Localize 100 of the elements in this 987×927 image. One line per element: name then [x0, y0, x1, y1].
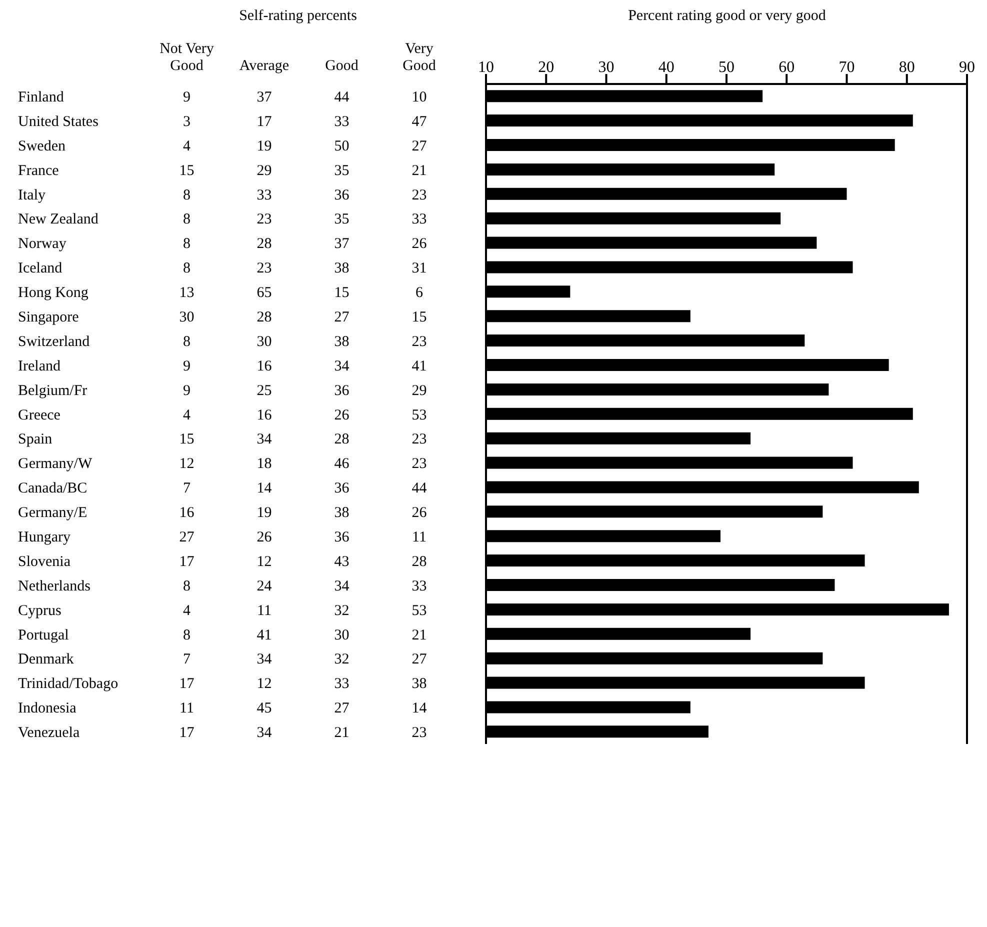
y-tick-label: France — [18, 162, 60, 179]
data-label: 38 — [334, 334, 350, 350]
data-label: 4 — [183, 602, 191, 619]
data-label: 17 — [179, 676, 195, 692]
data-label: 23 — [412, 187, 427, 204]
data-label: 17 — [179, 725, 195, 742]
data-label: 18 — [256, 456, 272, 472]
y-tick-label: Greece — [18, 407, 61, 424]
data-label: 16 — [256, 358, 272, 374]
data-label: 37 — [334, 236, 350, 252]
y-tick-label: Belgium/Fr — [18, 382, 88, 399]
data-label: 8 — [183, 212, 190, 228]
data-label: 36 — [334, 480, 350, 497]
data-label: 44 — [334, 89, 350, 106]
data-label: 31 — [412, 260, 427, 277]
x-tick-label: 20 — [538, 59, 554, 76]
data-label: 38 — [334, 260, 350, 277]
data-label: 23 — [412, 334, 427, 350]
data-label: 30 — [179, 309, 194, 326]
chart-title: Self-rating percents — [238, 8, 358, 26]
data-label: 8 — [183, 627, 190, 644]
data-label: 17 — [179, 554, 195, 570]
y-tick-label: Germany/E — [18, 505, 88, 522]
y-tick-label: Norway — [18, 236, 67, 252]
x-tick-label: 60 — [778, 59, 795, 76]
y-tick-label: Slovenia — [18, 554, 71, 570]
x-tick-label: Very Good — [402, 41, 436, 74]
data-label: 14 — [256, 480, 272, 497]
data-label: 23 — [412, 432, 427, 448]
y-tick-label: Cyprus — [18, 602, 62, 619]
y-tick-label: Indonesia — [18, 700, 77, 717]
data-label: 28 — [256, 236, 272, 252]
data-label: 26 — [412, 505, 428, 522]
y-tick-label: Canada/BC — [18, 480, 88, 497]
data-label: 28 — [334, 432, 350, 448]
data-label: 21 — [412, 627, 427, 644]
data-label: 8 — [183, 236, 190, 252]
data-label: 34 — [334, 358, 350, 374]
data-label: 8 — [183, 187, 190, 204]
data-label: 45 — [256, 700, 272, 717]
data-label: 26 — [334, 407, 350, 424]
data-label: 17 — [256, 114, 272, 130]
data-label: 8 — [183, 260, 190, 277]
y-tick-label: Venezuela — [18, 725, 80, 742]
data-label: 11 — [180, 700, 194, 717]
x-tick-label: 80 — [898, 59, 915, 76]
data-label: 9 — [183, 382, 190, 399]
x-tick-label: 50 — [718, 59, 734, 76]
data-label: 38 — [412, 676, 427, 692]
data-label: 29 — [412, 382, 427, 399]
data-label: 50 — [334, 138, 350, 154]
data-label: 65 — [256, 285, 272, 302]
data-label: 25 — [256, 382, 272, 399]
data-label: 34 — [334, 578, 350, 594]
data-label: 3 — [183, 114, 190, 130]
data-label: 34 — [256, 652, 272, 668]
x-tick-label: 90 — [959, 59, 975, 76]
data-label: 23 — [256, 212, 272, 228]
data-label: 6 — [416, 285, 424, 302]
data-label: 53 — [412, 602, 427, 619]
data-label: 21 — [334, 725, 350, 742]
data-label: 36 — [334, 382, 350, 399]
x-tick-label: 10 — [478, 59, 494, 76]
y-tick-label: Hungary — [18, 529, 71, 546]
data-label: 35 — [334, 212, 350, 228]
data-label: 27 — [334, 309, 350, 326]
data-label: 10 — [412, 89, 427, 106]
data-label: 4 — [183, 407, 191, 424]
data-label: 35 — [334, 162, 350, 179]
x-tick-label: 40 — [658, 59, 674, 76]
data-label: 32 — [334, 602, 350, 619]
data-label: 30 — [334, 627, 350, 644]
data-label: 27 — [412, 652, 428, 668]
data-label: 43 — [334, 554, 350, 570]
data-label: 36 — [334, 187, 350, 204]
data-label: 9 — [183, 358, 190, 374]
data-label: 37 — [256, 89, 272, 106]
data-label: 15 — [412, 309, 427, 326]
data-label: 41 — [256, 627, 272, 644]
data-label: 19 — [256, 138, 272, 154]
data-label: 53 — [412, 407, 427, 424]
y-tick-label: New Zealand — [18, 212, 99, 228]
data-label: 27 — [334, 700, 350, 717]
data-label: 12 — [256, 554, 272, 570]
data-label: 27 — [412, 138, 428, 154]
data-label: 36 — [334, 529, 350, 546]
y-tick-label: Switzerland — [18, 334, 90, 350]
data-label: 16 — [179, 505, 195, 522]
x-tick-label: Not Very Good — [160, 41, 214, 74]
data-label: 8 — [183, 578, 190, 594]
data-label: 32 — [334, 652, 350, 668]
x-tick-label: 70 — [838, 59, 855, 76]
y-tick-label: Singapore — [18, 309, 80, 326]
data-label: 16 — [256, 407, 272, 424]
y-tick-label: Sweden — [18, 138, 66, 154]
data-label: 33 — [334, 114, 350, 130]
data-label: 28 — [412, 554, 427, 570]
x-tick-label: Good — [325, 58, 359, 74]
data-label: 8 — [183, 334, 190, 350]
data-label: 19 — [256, 505, 272, 522]
